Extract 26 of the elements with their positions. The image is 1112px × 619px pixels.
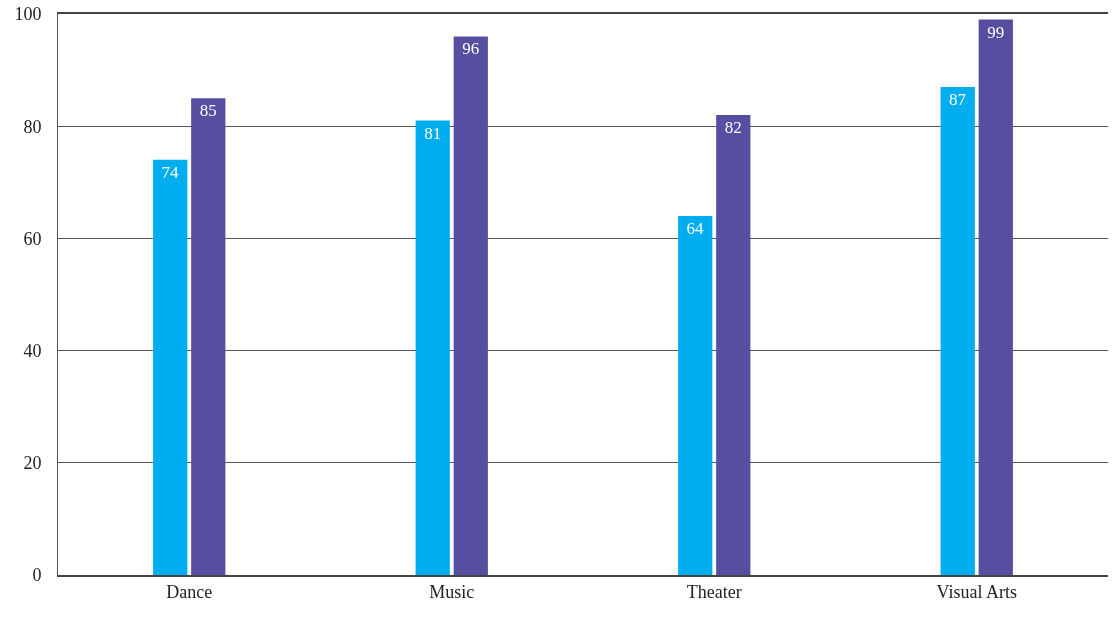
y-tick-label: 60 [23,228,42,249]
x-tick-label: Visual Arts [936,582,1017,603]
data-label: 74 [161,162,179,182]
data-label: 64 [686,218,704,238]
bar [940,86,975,575]
y-tick-label: 0 [32,565,42,586]
bar [716,114,751,575]
y-tick-label: 100 [14,4,42,25]
data-label: 96 [462,39,480,59]
bar [453,36,488,575]
data-label: 81 [424,123,442,143]
data-label: 82 [724,117,742,137]
bar [191,98,226,575]
data-label: 87 [948,89,967,109]
y-tick-label: 40 [23,340,42,361]
data-label: 85 [199,101,217,121]
bar [978,19,1013,575]
x-tick-label: Theater [686,582,742,603]
x-tick-label: Music [429,582,475,603]
bar [153,159,188,575]
y-tick-label: 20 [23,453,42,474]
bar [678,215,713,575]
bar [415,120,450,575]
x-tick-label: Dance [166,582,213,603]
y-tick-label: 80 [23,116,42,137]
data-label: 99 [987,22,1005,42]
